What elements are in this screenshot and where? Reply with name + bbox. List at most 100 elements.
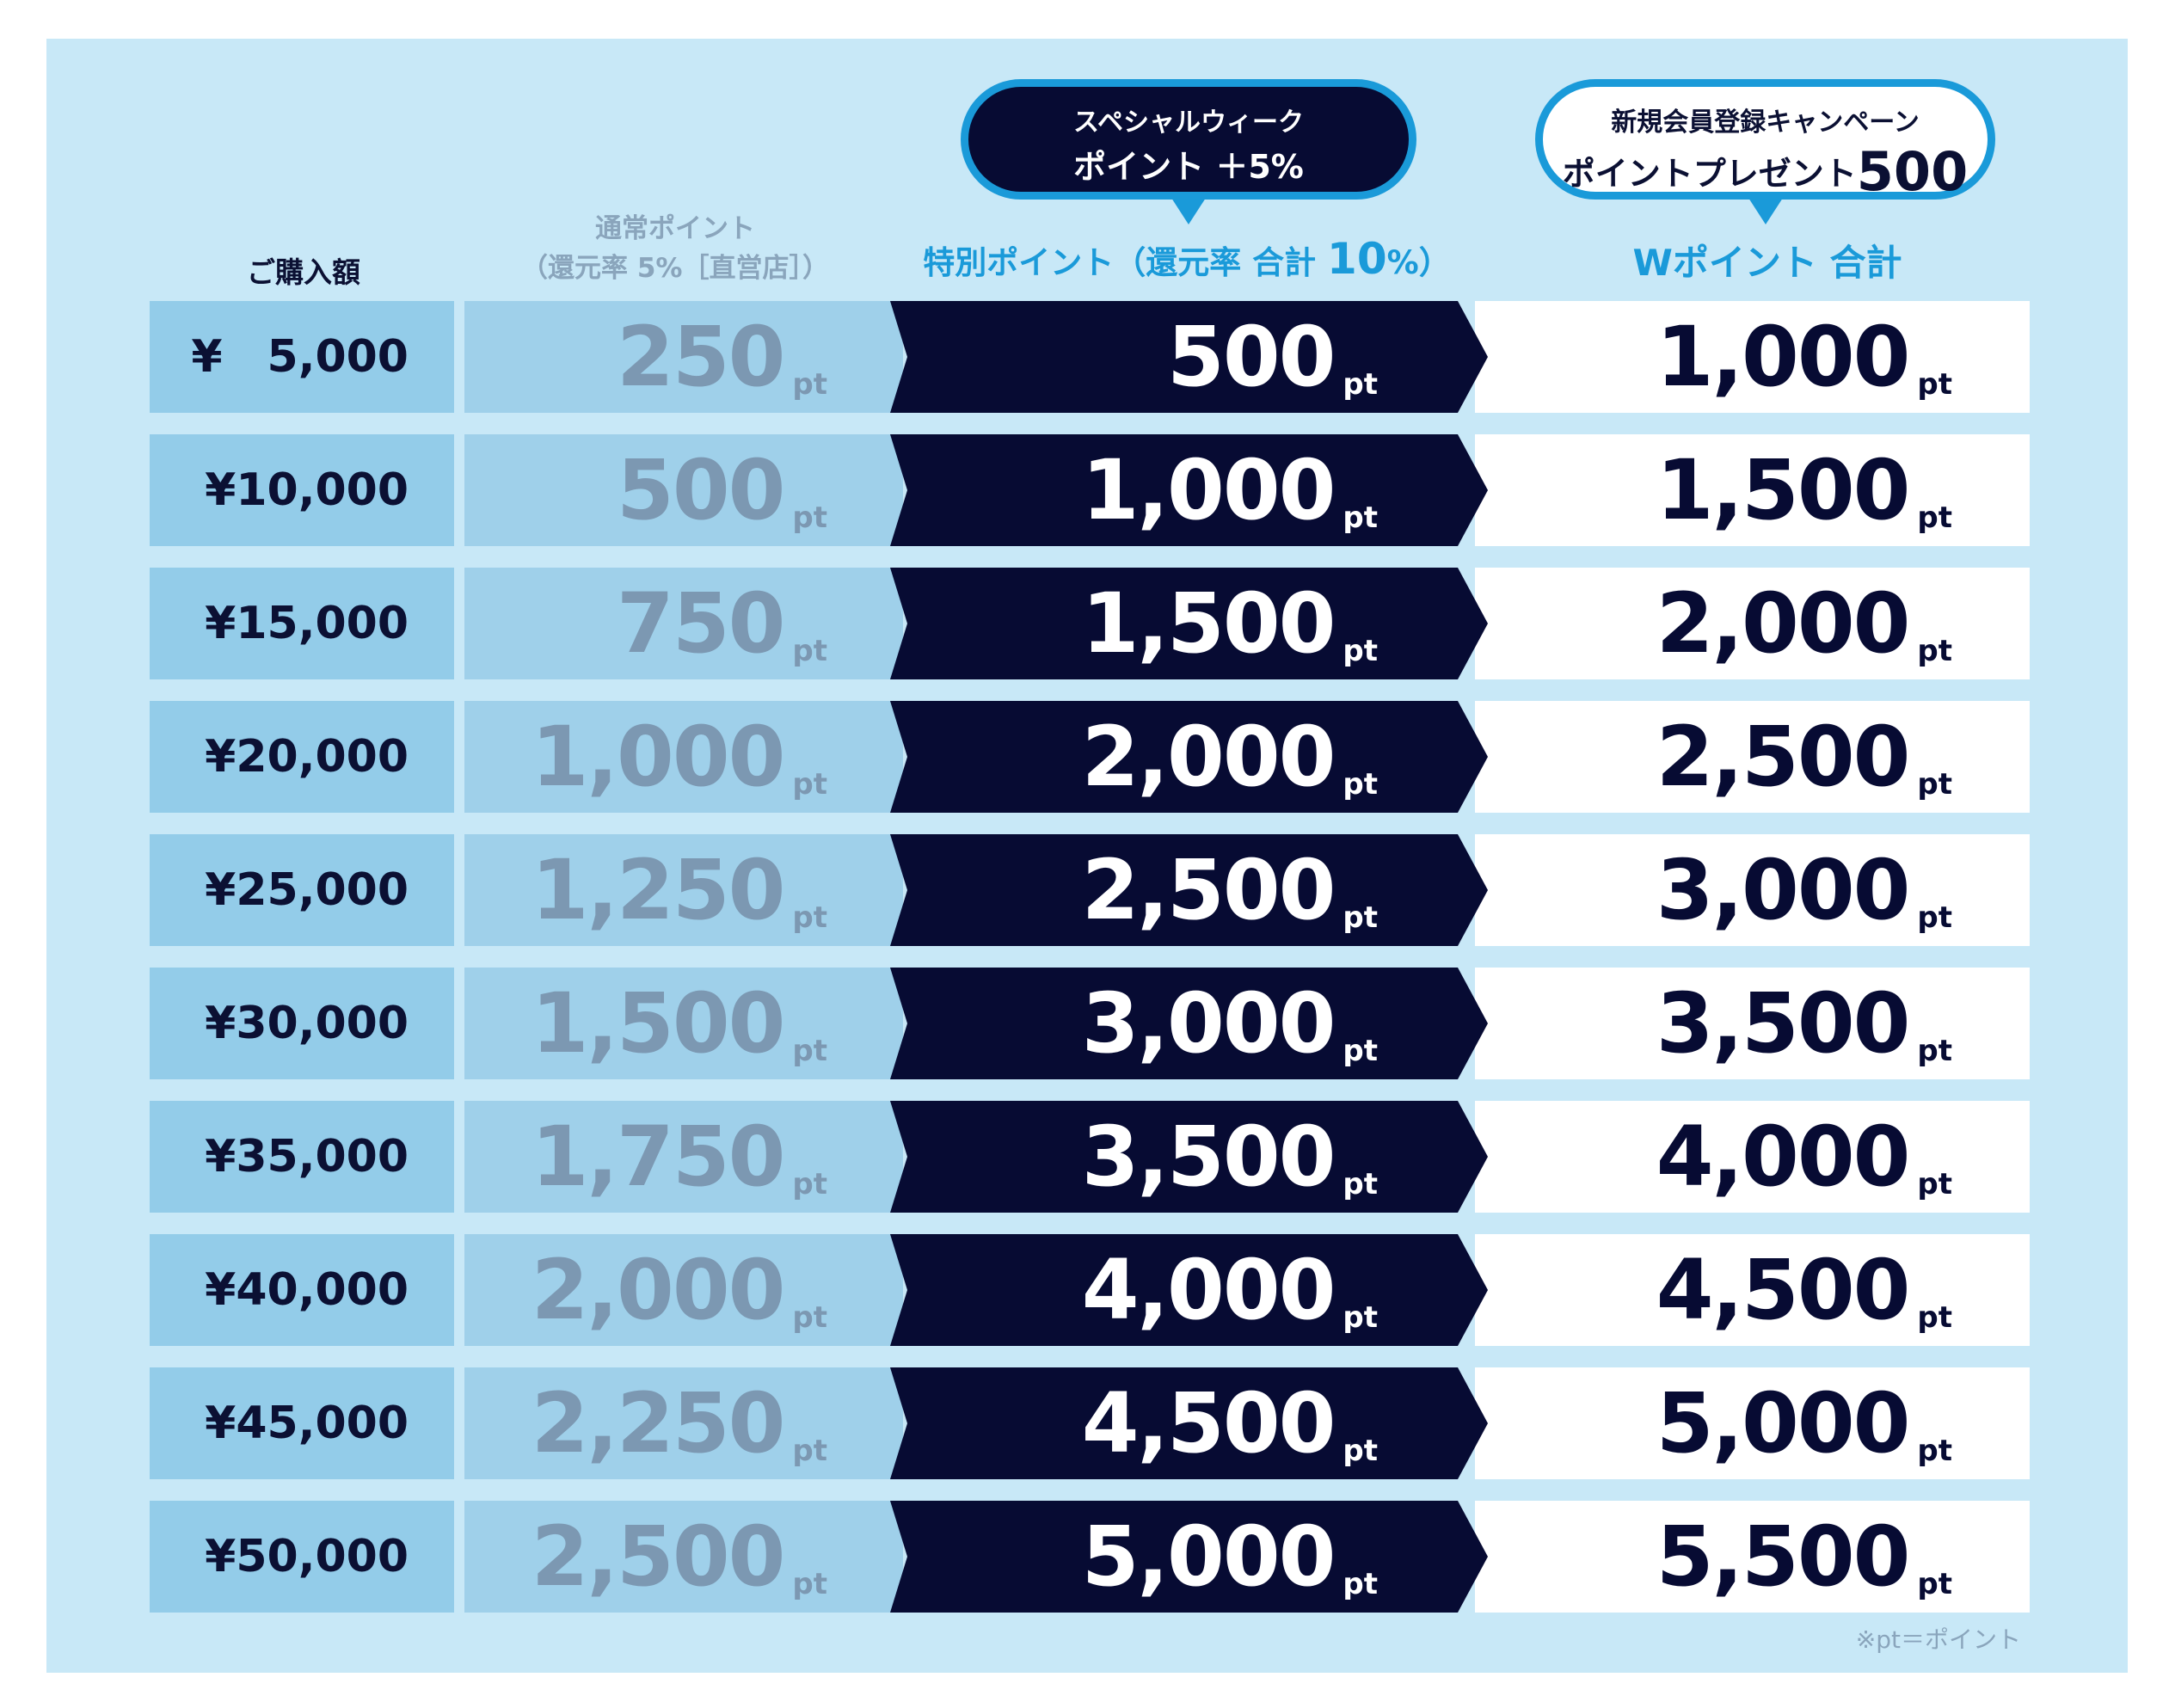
pt-unit: pt [792,367,827,402]
pt-unit: pt [1343,367,1378,402]
header-special-rate: 10 [1327,234,1387,284]
pt-unit: pt [1343,634,1378,668]
w-total-points: 4,500 pt [1475,1234,2030,1346]
table-row: ¥15,000 750 pt 2,000 pt 1,500 pt [0,568,2169,679]
special-points-value: 500 [1167,309,1336,405]
w-total-value: 1,500 [1656,442,1911,538]
table-row: ¥45,000 2,250 pt 5,000 pt 4,500 pt [0,1367,2169,1479]
normal-points-value: 2,500 [531,1508,786,1605]
special-arrow-shape [890,834,1488,946]
purchase-amount: ¥35,000 [150,1101,454,1213]
normal-points: 750 pt [464,568,903,679]
special-arrow-shape [890,968,1488,1079]
new-member-bonus: ポイントプレゼント500 [1543,140,1988,203]
special-points-value: 1,500 [1081,575,1336,672]
normal-points: 2,000 pt [464,1234,903,1346]
pt-unit: pt [792,501,827,535]
new-member-title: 新規会員登録キャンペーン [1611,108,1920,138]
special-points-label: 5,000 pt [890,1501,1488,1613]
header-w-total: Wポイント 合計 [1632,242,1902,284]
normal-points: 250 pt [464,301,903,413]
purchase-amount: ¥25,000 [150,834,454,946]
normal-points-value: 1,250 [531,842,786,938]
special-points-value: 4,500 [1081,1375,1336,1471]
special-points-value: 3,500 [1081,1109,1336,1205]
special-arrow-shape [890,1234,1488,1346]
special-points-label: 4,500 pt [890,1367,1488,1479]
w-total-value: 3,000 [1656,842,1911,938]
w-total-value: 5,000 [1656,1375,1911,1471]
pt-unit: pt [1917,900,1952,935]
special-arrow-shape [890,701,1488,813]
pt-unit: pt [792,1300,827,1335]
special-points: 3,500 pt [890,1101,1488,1213]
special-arrow-shape [890,434,1488,546]
special-points-label: 4,000 pt [890,1234,1488,1346]
normal-points-value: 1,500 [531,975,786,1072]
special-week-bubble: スペシャルウィーク ポイント ＋5% [961,79,1416,224]
w-total-value: 3,500 [1656,975,1911,1072]
header-normal-rate: （還元率 5%［直営店］） [521,253,829,284]
w-total-value: 4,500 [1656,1242,1911,1338]
new-member-bonus-label: ポイントプレゼント [1562,155,1857,193]
purchase-amount: ¥10,000 [150,434,454,546]
w-total-points: 2,500 pt [1475,701,2030,813]
special-points: 4,500 pt [890,1367,1488,1479]
purchase-amount: ¥30,000 [150,968,454,1079]
pt-unit: pt [1343,767,1378,802]
table-row: ¥25,000 1,250 pt 3,000 pt 2,500 pt [0,834,2169,946]
normal-points-value: 500 [617,442,785,538]
bubble-pointer [1170,195,1207,224]
w-total-value: 1,000 [1656,309,1911,405]
normal-points: 1,500 pt [464,968,903,1079]
normal-points: 1,750 pt [464,1101,903,1213]
new-member-bubble: 新規会員登録キャンペーン ポイントプレゼント500 [1535,79,1995,224]
special-points: 4,000 pt [890,1234,1488,1346]
special-arrow-shape [890,301,1488,413]
w-total-points: 4,000 pt [1475,1101,2030,1213]
pt-unit: pt [1343,1434,1378,1468]
special-points: 2,500 pt [890,834,1488,946]
header-normal-title: 通常ポイント [595,213,755,244]
table-row: ¥ 5,000 250 pt 1,000 pt 500 pt [0,301,2169,413]
normal-points-value: 1,750 [531,1109,786,1205]
normal-points: 1,000 pt [464,701,903,813]
pt-unit: pt [792,900,827,935]
normal-points-value: 1,000 [531,709,786,805]
w-total-points: 1,500 pt [1475,434,2030,546]
special-points-label: 1,000 pt [890,434,1488,546]
header-special-suffix: %） [1386,244,1451,281]
normal-points-value: 250 [617,309,785,405]
special-arrow-shape [890,1501,1488,1613]
normal-points: 2,500 pt [464,1501,903,1613]
pt-unit: pt [1917,1034,1952,1068]
table-row: ¥10,000 500 pt 1,500 pt 1,000 pt [0,434,2169,546]
normal-points-value: 2,250 [531,1375,786,1471]
pt-unit: pt [1917,767,1952,802]
w-total-points: 5,500 pt [1475,1501,2030,1613]
purchase-amount: ¥45,000 [150,1367,454,1479]
pt-unit: pt [792,1167,827,1201]
special-points: 5,000 pt [890,1501,1488,1613]
special-points-label: 500 pt [890,301,1488,413]
normal-points-value: 2,000 [531,1242,786,1338]
special-points-label: 3,000 pt [890,968,1488,1079]
table-row: ¥20,000 1,000 pt 2,500 pt 2,000 pt [0,701,2169,813]
special-arrow-shape [890,568,1488,679]
pt-unit: pt [1343,1034,1378,1068]
purchase-amount: ¥15,000 [150,568,454,679]
special-week-bonus: ポイント ＋5% [1073,148,1304,186]
special-points-label: 2,500 pt [890,834,1488,946]
pt-unit: pt [1917,501,1952,535]
special-points-value: 1,000 [1081,442,1336,538]
special-points: 1,000 pt [890,434,1488,546]
pt-unit: pt [1917,1434,1952,1468]
normal-points: 2,250 pt [464,1367,903,1479]
pt-unit: pt [1343,1300,1378,1335]
pt-unit: pt [792,767,827,802]
table-row: ¥40,000 2,000 pt 4,500 pt 4,000 pt [0,1234,2169,1346]
normal-points: 500 pt [464,434,903,546]
pt-unit: pt [792,1034,827,1068]
pt-unit: pt [1343,1567,1378,1601]
special-points-label: 3,500 pt [890,1101,1488,1213]
